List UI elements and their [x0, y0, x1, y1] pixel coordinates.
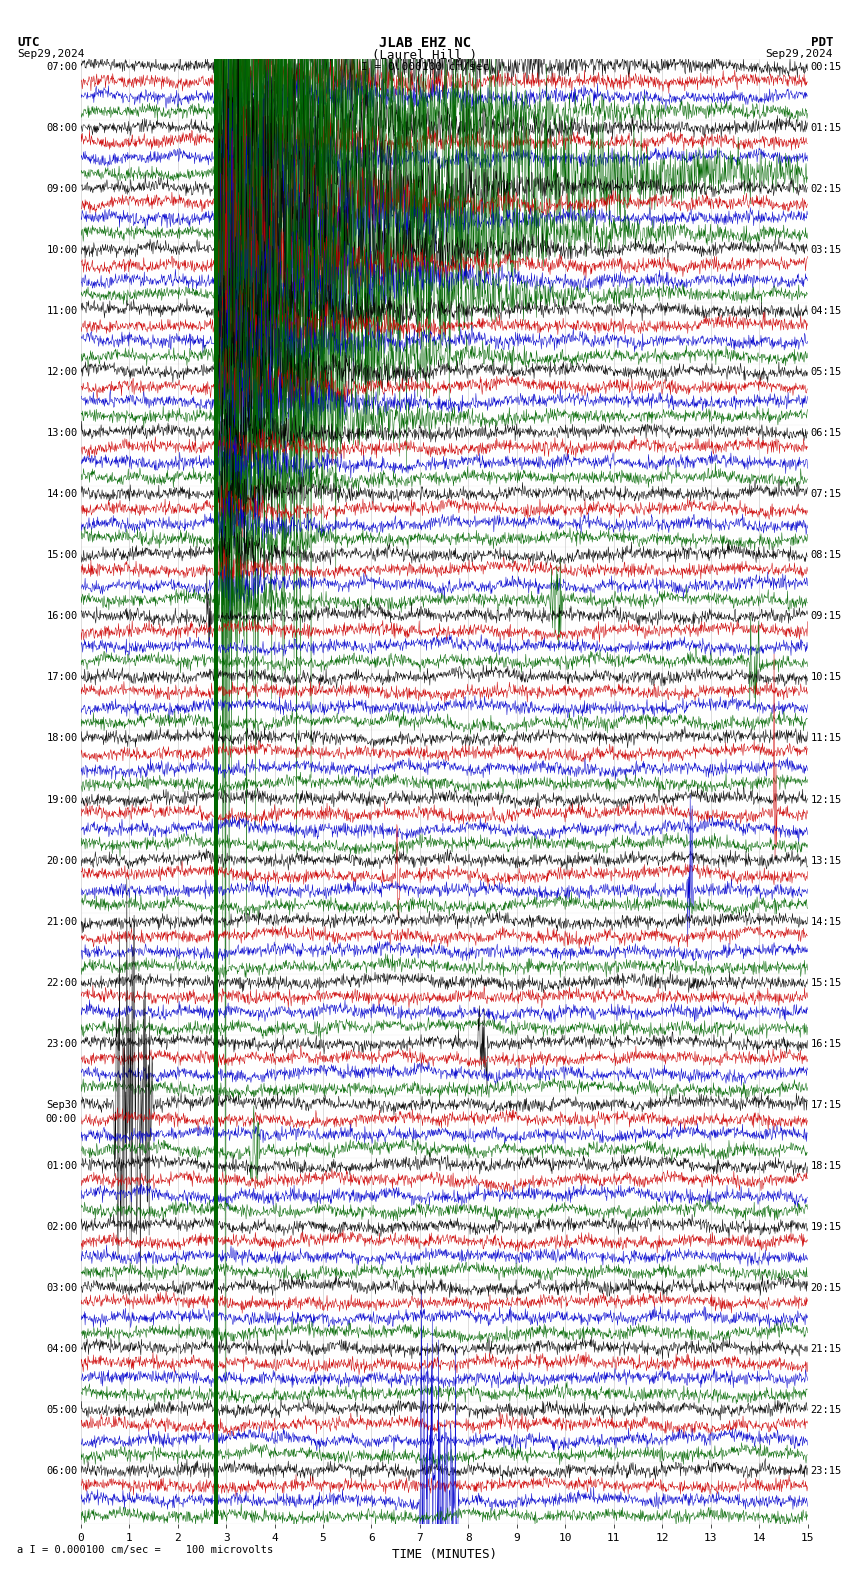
Text: (Laurel Hill ): (Laurel Hill ): [372, 49, 478, 62]
Text: I = 0.000100 cm/sec: I = 0.000100 cm/sec: [361, 62, 489, 71]
Text: JLAB EHZ NC: JLAB EHZ NC: [379, 36, 471, 51]
Text: PDT: PDT: [811, 36, 833, 49]
Text: 00:00: 00:00: [46, 1114, 77, 1125]
X-axis label: TIME (MINUTES): TIME (MINUTES): [392, 1549, 496, 1562]
Text: a I = 0.000100 cm/sec =    100 microvolts: a I = 0.000100 cm/sec = 100 microvolts: [17, 1546, 273, 1555]
Text: UTC: UTC: [17, 36, 39, 49]
Text: Sep29,2024: Sep29,2024: [17, 49, 84, 59]
Text: Sep29,2024: Sep29,2024: [766, 49, 833, 59]
